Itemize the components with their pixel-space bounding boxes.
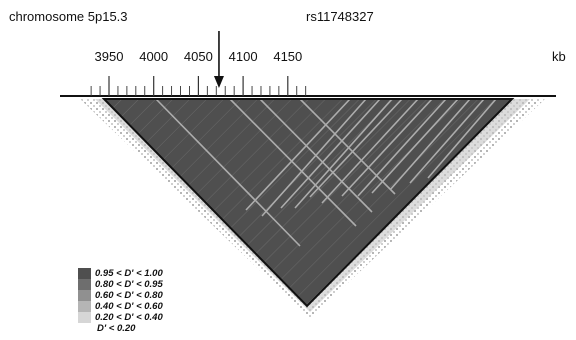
legend-swatch: [78, 290, 91, 301]
axis-tick-label: 4100: [228, 49, 258, 64]
legend-label: 0.60 < D' < 0.80: [95, 290, 163, 301]
axis-tick-label: 4050: [183, 49, 213, 64]
legend-swatch: [78, 301, 91, 312]
snp-arrow: [213, 31, 224, 88]
legend-swatch: [78, 279, 91, 290]
legend-swatch: [78, 268, 91, 279]
ld-streaks: [155, 98, 497, 247]
axis-tick-label: 4150: [273, 49, 303, 64]
axis-minor-ticks: [90, 86, 307, 96]
axis-tick-label: 3950: [94, 49, 124, 64]
legend-label: 0.80 < D' < 0.95: [95, 279, 163, 290]
legend-label: 0.40 < D' < 0.60: [95, 301, 163, 312]
axis-tick-label: 4000: [139, 49, 169, 64]
legend-swatch: [78, 312, 91, 323]
legend-label: D' < 0.20: [97, 323, 136, 334]
axis-unit-label: kb: [552, 49, 566, 64]
legend-label: 0.20 < D' < 0.40: [95, 312, 163, 323]
snp-label: rs11748327: [306, 9, 374, 24]
legend-label: 0.95 < D' < 1.00: [95, 268, 163, 279]
ld-triangle-outline: [101, 98, 515, 308]
region-title: chromosome 5p15.3: [9, 9, 128, 24]
axis-major-ticks: [108, 76, 289, 96]
